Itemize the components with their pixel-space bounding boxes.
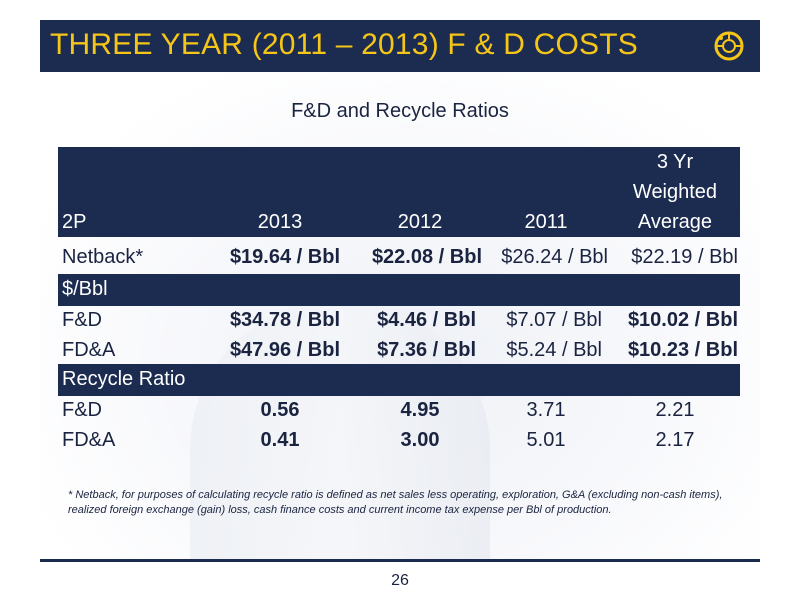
rr-fda-2012: 3.00 [400, 429, 440, 451]
rr-fda-2013: 0.41 [260, 429, 300, 451]
netback-avg: $22.19 / Bbl [631, 246, 738, 268]
header-avg-line2: Weighted [632, 181, 718, 203]
footnote: * Netback, for purposes of calculating r… [68, 489, 723, 516]
row-fda-label: FD&A [62, 339, 116, 361]
section-recycle-ratio-label: Recycle Ratio [62, 368, 186, 390]
section-band-per-bbl [58, 274, 740, 306]
fda-2011: $5.24 / Bbl [506, 339, 602, 361]
fd-2011: $7.07 / Bbl [506, 309, 602, 331]
header-2p: 2P [62, 211, 87, 233]
header-2011: 2011 [524, 211, 568, 233]
row-fd-label: F&D [62, 309, 102, 331]
company-logo-icon [714, 31, 744, 61]
background-tower-image [190, 300, 490, 560]
netback-2011: $26.24 / Bbl [501, 246, 608, 268]
table-header [58, 147, 740, 237]
header-2013: 2013 [257, 211, 303, 233]
header-avg-line1: 3 Yr [656, 151, 694, 173]
rr-fda-avg: 2.17 [655, 429, 695, 451]
fda-avg: $10.23 / Bbl [627, 339, 738, 361]
netback-2012: $22.08 / Bbl [371, 246, 482, 268]
fda-2013: $47.96 / Bbl [229, 339, 340, 361]
rr-fd-2012: 4.95 [400, 399, 440, 421]
fd-avg: $10.02 / Bbl [627, 309, 738, 331]
netback-2013: $19.64 / Bbl [229, 246, 340, 268]
row-netback-label: Netback* [62, 246, 144, 268]
title-bar: THREE YEAR (2011 – 2013) F & D COSTS [40, 20, 760, 72]
header-2012: 2012 [397, 211, 443, 233]
fd-2012: $4.46 / Bbl [377, 309, 476, 331]
bottom-divider [40, 559, 760, 562]
slide-title: THREE YEAR (2011 – 2013) F & D COSTS [50, 28, 638, 61]
row-rr-fda-label: FD&A [62, 429, 116, 451]
section-band-recycle-ratio [58, 364, 740, 396]
rr-fda-2011: 5.01 [526, 429, 566, 451]
section-per-bbl-label: $/Bbl [62, 278, 108, 300]
rr-fd-2011: 3.71 [526, 399, 566, 421]
fd-2013: $34.78 / Bbl [229, 309, 340, 331]
table-title: F&D and Recycle Ratios [291, 100, 509, 122]
row-rr-fd-label: F&D [62, 399, 102, 421]
rr-fd-2013: 0.56 [260, 399, 300, 421]
page-number: 26 [391, 572, 409, 589]
rr-fd-avg: 2.21 [655, 399, 695, 421]
header-avg-line3: Average [637, 211, 713, 233]
fda-2012: $7.36 / Bbl [377, 339, 476, 361]
